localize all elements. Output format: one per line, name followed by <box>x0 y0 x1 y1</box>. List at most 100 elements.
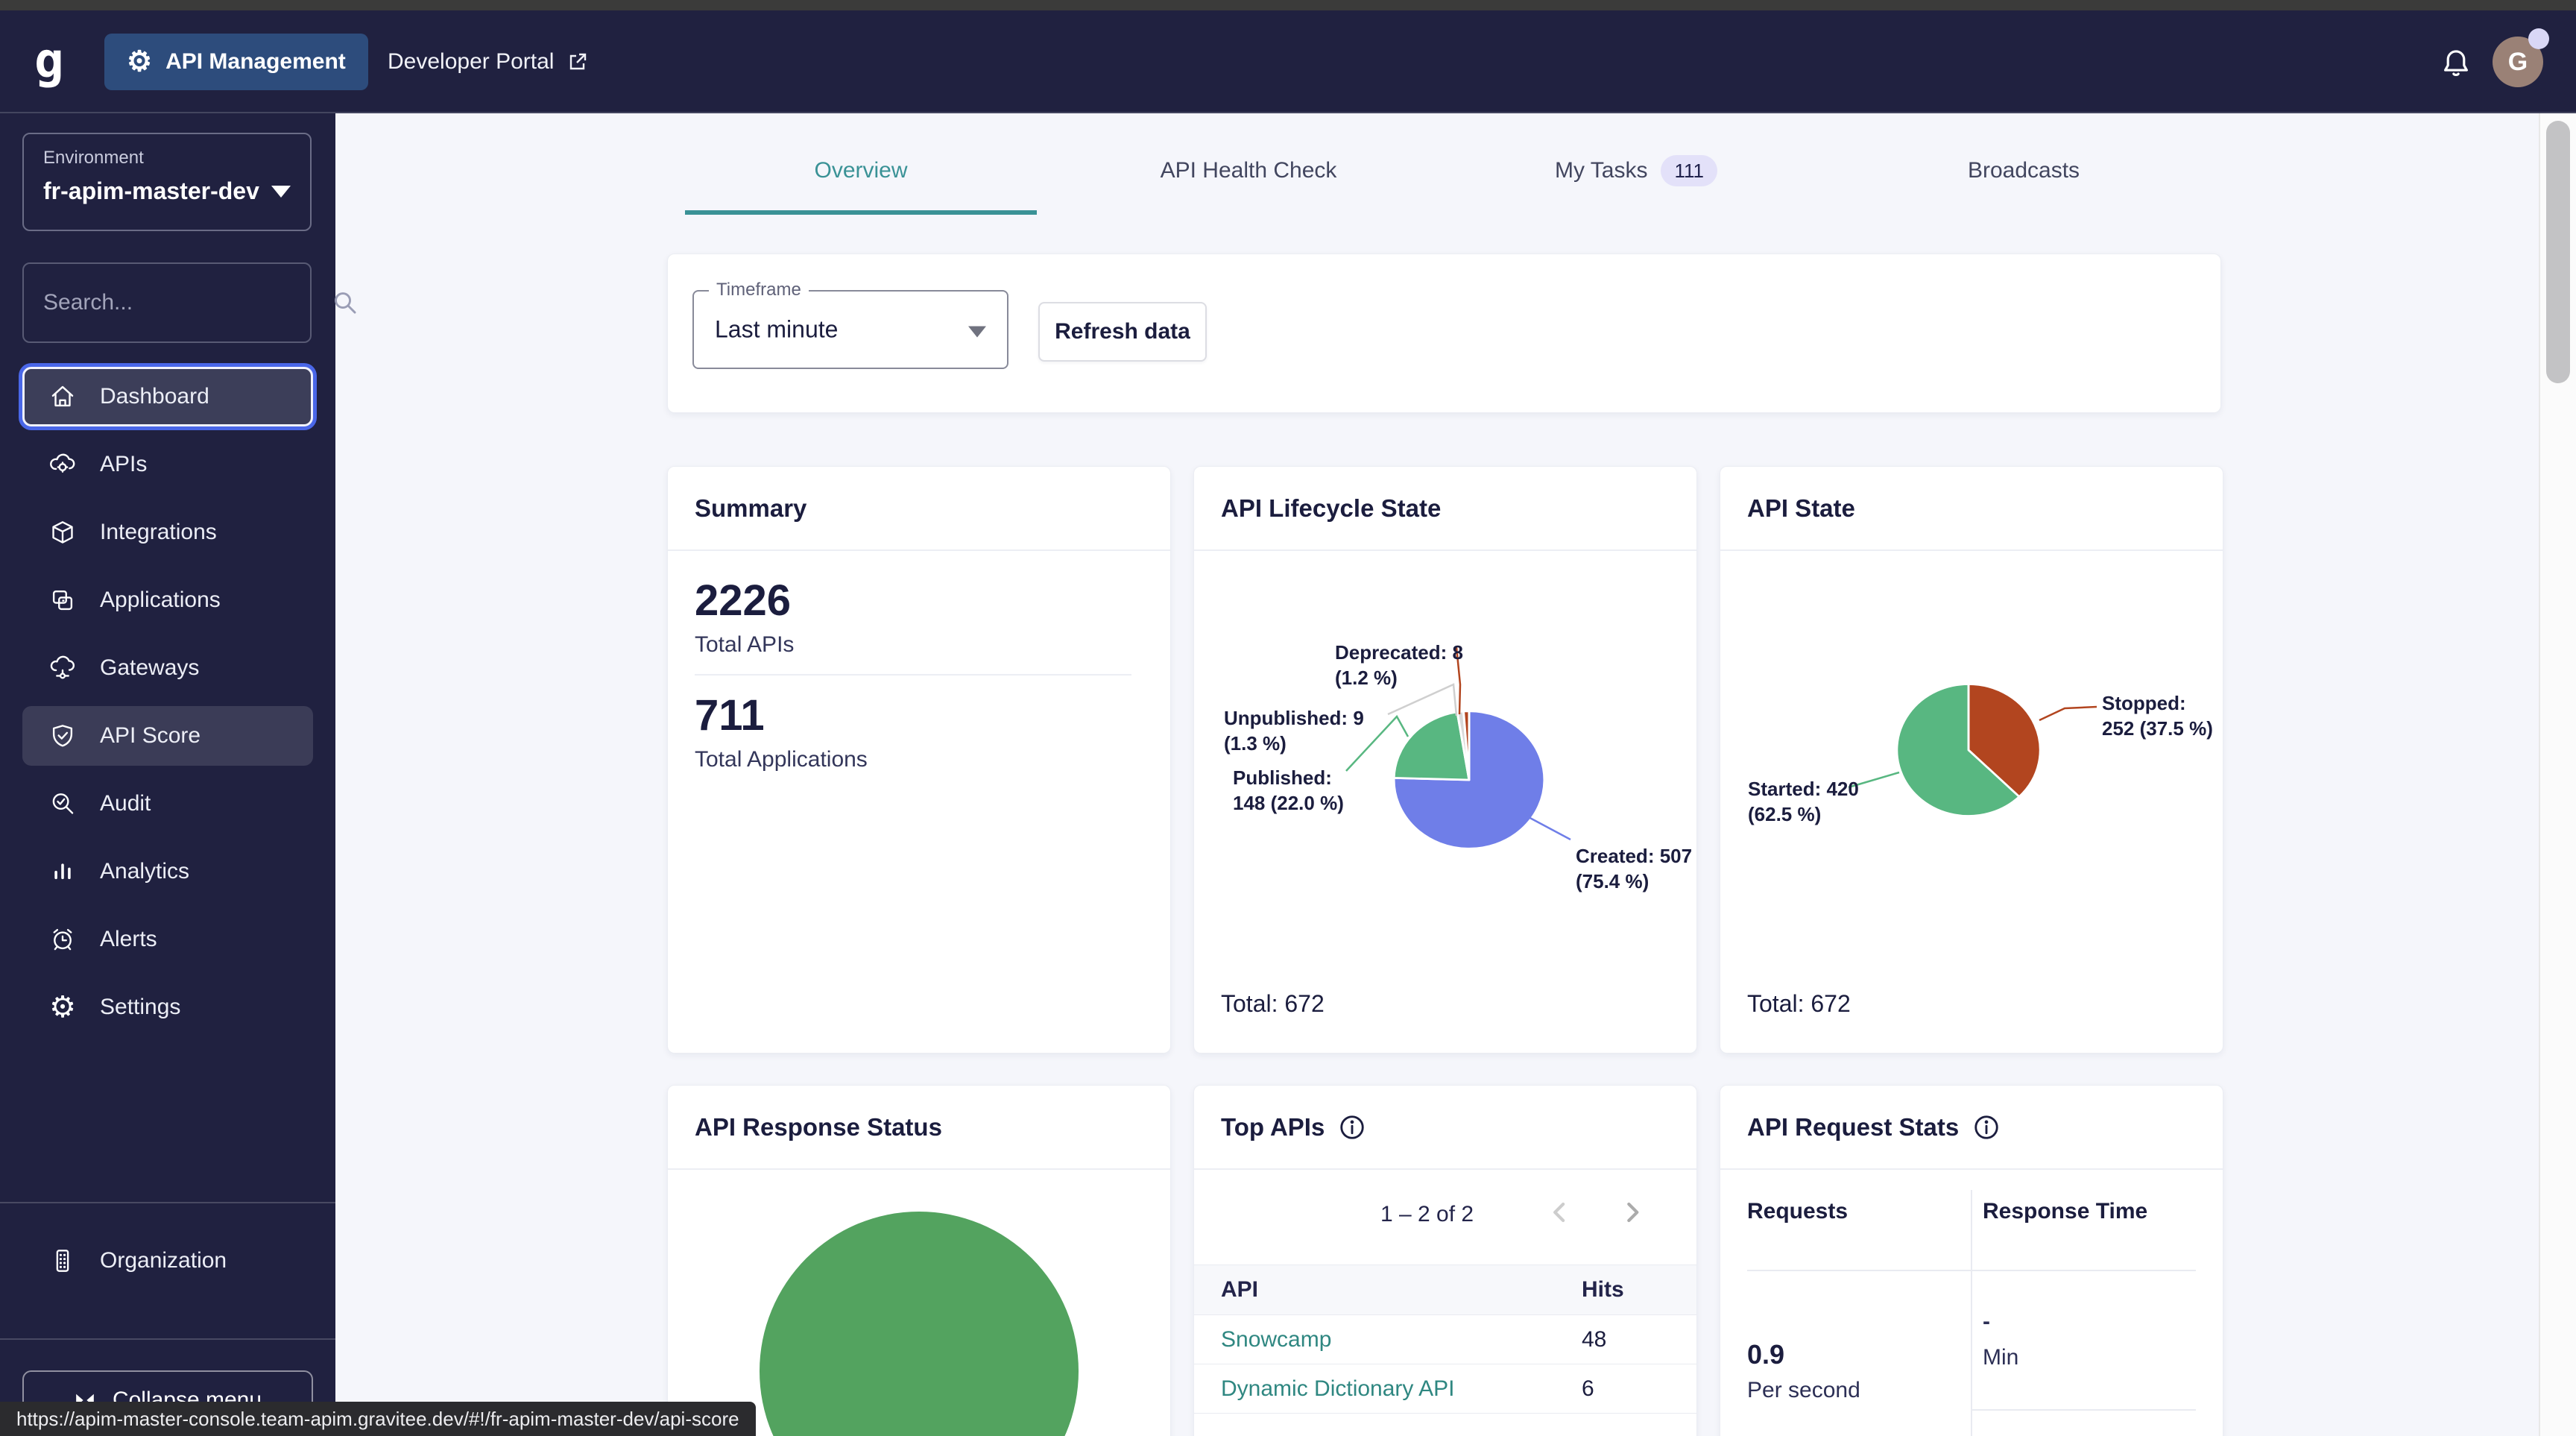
column-hits: Hits <box>1582 1277 1624 1302</box>
tab-overview[interactable]: Overview <box>667 127 1055 215</box>
paginator-range: 1 – 2 of 2 <box>1380 1202 1474 1226</box>
sidebar-item-organization[interactable]: Organization <box>0 1228 335 1294</box>
sidebar-item-apis[interactable]: APIs <box>22 435 313 494</box>
chevron-down-icon <box>271 185 291 198</box>
refresh-data-button[interactable]: Refresh data <box>1038 302 1207 362</box>
sidebar-item-label: Analytics <box>100 859 190 884</box>
response-time-unit: Min <box>1983 1345 2019 1370</box>
status-bar-link-preview: https://apim-master-console.team-apim.gr… <box>0 1402 756 1436</box>
tab-bar: Overview API Health Check My Tasks 111 B… <box>667 127 2217 215</box>
magnifier-check-icon <box>48 789 78 819</box>
divider <box>1747 1270 2196 1271</box>
card-title: API Response Status <box>695 1112 942 1141</box>
scrollbar-thumb[interactable] <box>2546 121 2570 383</box>
paginator-next-button[interactable] <box>1616 1196 1649 1229</box>
total-applications-label: Total Applications <box>695 747 868 772</box>
sidebar-item-gateways[interactable]: Gateways <box>22 638 313 698</box>
building-icon <box>48 1246 78 1276</box>
info-icon[interactable] <box>1338 1113 1366 1141</box>
environment-value: fr-apim-master-dev <box>43 177 259 204</box>
chevron-down-icon <box>968 326 986 338</box>
gravitee-logo[interactable]: g <box>34 32 64 89</box>
sidebar-item-label: Gateways <box>100 655 200 680</box>
home-icon <box>48 382 78 412</box>
sidebar-item-audit[interactable]: Audit <box>22 774 313 834</box>
column-api: API <box>1221 1277 1259 1302</box>
paginator-prev-button[interactable] <box>1544 1196 1577 1229</box>
scrollbar[interactable] <box>2539 113 2576 1436</box>
sidebar-divider <box>0 1202 335 1203</box>
notifications-bell-icon[interactable] <box>2439 45 2473 80</box>
tab-my-tasks[interactable]: My Tasks 111 <box>1442 127 1830 215</box>
bar-chart-icon <box>48 857 78 887</box>
sidebar-item-applications[interactable]: Applications <box>22 570 313 630</box>
response-time-value: - <box>1983 1309 1990 1334</box>
callout-unpublished: Unpublished: 9 (1.3 %) <box>1224 707 1364 755</box>
info-icon[interactable] <box>1972 1113 2001 1141</box>
gear-icon: ⚙︎ <box>127 46 153 78</box>
api-request-stats-card: API Request Stats Requests Response Time… <box>1720 1085 2223 1436</box>
api-state-pie-chart[interactable] <box>1894 681 2043 819</box>
sidebar-item-settings[interactable]: ⚙︎ Settings <box>22 977 313 1037</box>
applications-icon <box>48 585 78 615</box>
api-link[interactable]: Dynamic Dictionary API <box>1221 1376 1455 1401</box>
shield-check-icon <box>48 721 78 751</box>
table-row[interactable]: Dynamic Dictionary API 6 <box>1194 1364 1696 1414</box>
table-row[interactable]: Snowcamp 48 <box>1194 1315 1696 1364</box>
response-time-column-label: Response Time <box>1983 1199 2148 1224</box>
sidebar-item-label: APIs <box>100 452 148 476</box>
api-state-card: API State Stopped: 252 (37.5 %) Started:… <box>1720 466 2223 1054</box>
lifecycle-pie-chart[interactable] <box>1391 708 1547 851</box>
environment-label: Environment <box>43 148 144 168</box>
hits-value: 48 <box>1582 1326 1607 1352</box>
sidebar-item-integrations[interactable]: Integrations <box>22 503 313 562</box>
callout-stopped: Stopped: 252 (37.5 %) <box>2102 692 2213 740</box>
tab-api-health-check[interactable]: API Health Check <box>1055 127 1442 215</box>
topbar: g ⚙︎ API Management Developer Portal G <box>0 10 2576 113</box>
requests-unit: Per second <box>1747 1378 1860 1402</box>
sidebar-item-label: Integrations <box>100 520 217 544</box>
tab-broadcasts[interactable]: Broadcasts <box>1830 127 2217 215</box>
sidebar-item-label: Organization <box>100 1248 227 1273</box>
sidebar-item-alerts[interactable]: Alerts <box>22 910 313 969</box>
my-tasks-count-badge: 111 <box>1661 155 1717 186</box>
card-title: API State <box>1747 494 1855 522</box>
alarm-clock-icon <box>48 925 78 954</box>
callout-published: Published: 148 (22.0 %) <box>1233 766 1344 814</box>
column-divider <box>1971 1190 1972 1436</box>
gear-icon: ⚙︎ <box>49 991 76 1024</box>
sidebar-item-dashboard[interactable]: Dashboard <box>22 367 313 426</box>
sidebar-item-api-score[interactable]: API Score <box>22 706 313 766</box>
timeframe-select[interactable]: Timeframe Last minute <box>692 280 1008 369</box>
sidebar-item-label: Settings <box>100 995 181 1019</box>
search-icon <box>331 289 359 317</box>
sidebar-search[interactable] <box>22 262 356 343</box>
environment-select[interactable]: Environment fr-apim-master-dev <box>22 133 312 231</box>
cloud-node-icon <box>48 653 78 683</box>
developer-portal-link[interactable]: Developer Portal <box>388 10 590 113</box>
api-management-button[interactable]: ⚙︎ API Management <box>104 34 368 90</box>
package-icon <box>48 517 78 547</box>
callout-created: Created: 507 (75.4 %) <box>1576 845 1693 892</box>
avatar-status-dot <box>2528 28 2549 49</box>
tab-label: My Tasks <box>1555 158 1648 183</box>
tab-label: Overview <box>814 158 908 183</box>
summary-card: Summary 2226 Total APIs 711 Total Applic… <box>667 466 1171 1054</box>
hits-value: 6 <box>1582 1376 1594 1401</box>
sidebar-item-label: Applications <box>100 588 221 612</box>
sidebar-item-analytics[interactable]: Analytics <box>22 842 313 901</box>
api-link[interactable]: Snowcamp <box>1221 1326 1332 1352</box>
product-label: API Management <box>165 49 346 74</box>
sidebar-nav: Dashboard APIs Integrations <box>0 367 335 1045</box>
table-header-row: API Hits <box>1194 1265 1696 1315</box>
tab-label: Broadcasts <box>1967 158 2080 183</box>
timeframe-toolbar-card: Timeframe Last minute Refresh data <box>667 253 2221 413</box>
window-top-strip <box>0 0 2576 10</box>
response-status-pie-chart[interactable] <box>760 1212 1079 1436</box>
card-title: API Lifecycle State <box>1221 494 1442 522</box>
divider <box>695 674 1131 676</box>
lifecycle-total: Total: 672 <box>1221 990 1325 1017</box>
search-input[interactable] <box>43 290 331 315</box>
card-title: Top APIs <box>1221 1112 1325 1141</box>
total-apis-value: 2226 <box>695 576 792 625</box>
